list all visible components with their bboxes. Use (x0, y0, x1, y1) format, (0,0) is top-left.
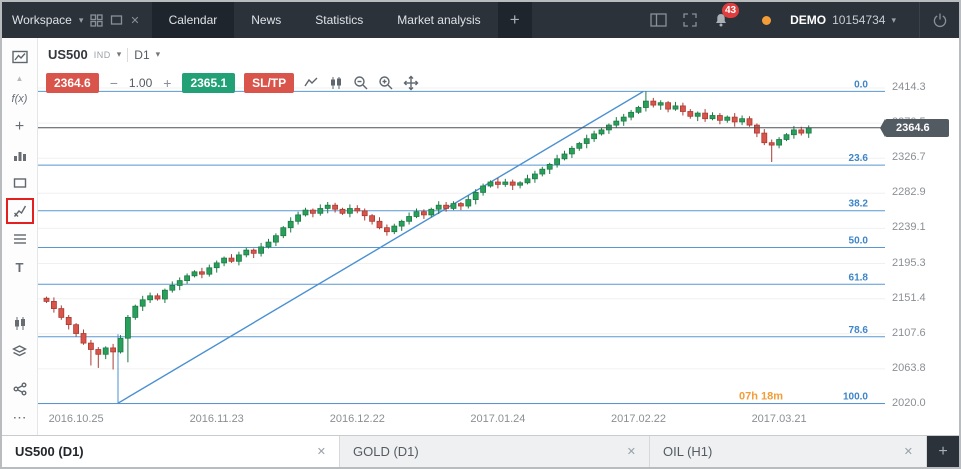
topbar-right: 43 DEMO 10154734 ▾ (650, 2, 959, 38)
notification-count-badge: 43 (721, 3, 740, 18)
top-tabs: Calendar News Statistics Market analysis… (151, 2, 532, 38)
svg-text:2017.03.21: 2017.03.21 (752, 413, 807, 425)
trade-toolbar: 2364.6 − 1.00 + 2365.1 SL/TP (46, 73, 419, 93)
svg-text:61.8: 61.8 (849, 272, 869, 283)
price-axis-label: 2107.6 (892, 326, 926, 339)
svg-text:50.0: 50.0 (849, 236, 869, 247)
tab-news[interactable]: News (251, 13, 282, 27)
fullscreen-icon[interactable] (682, 12, 698, 28)
sltp-button[interactable]: SL/TP (244, 73, 295, 93)
svg-text:23.6: 23.6 (849, 153, 869, 164)
workspace-grid-icon[interactable] (90, 13, 103, 27)
top-bar: Workspace ▾ ✕ Calendar News Statistics M… (2, 2, 959, 38)
timeframe-label[interactable]: D1 (134, 47, 150, 62)
price-axis-label: 2063.8 (892, 361, 926, 374)
symbol-dropdown-icon[interactable]: ▾ (116, 49, 122, 59)
chart-window-tool-icon[interactable] (6, 44, 34, 70)
price-axis-label: 2414.3 (892, 81, 926, 93)
tab-statistics[interactable]: Statistics (315, 13, 364, 27)
svg-text:2016.11.23: 2016.11.23 (190, 413, 244, 425)
price-chart[interactable]: 0.0 23.6 38.2 50.0 61.8 78.6 100.0 07h 18m 2016.… (38, 38, 885, 435)
symbol-label: US500 (48, 47, 88, 62)
chevron-down-icon: ▾ (891, 14, 896, 25)
price-axis-label: 2020.0 (892, 397, 926, 409)
shapes-tool-icon[interactable] (6, 170, 34, 196)
price-axis-label: 2326.7 (892, 151, 926, 164)
svg-text:2017.01.24: 2017.01.24 (470, 413, 525, 425)
zoom-out-icon[interactable] (353, 75, 369, 91)
current-price-tag: 2364.6 (880, 118, 949, 137)
add-chart-button[interactable]: + (927, 436, 959, 467)
trendline-tool-icon[interactable] (5, 198, 34, 224)
sell-price-button[interactable]: 2364.6 (46, 73, 99, 93)
workspace-menu[interactable]: Workspace ▾ ✕ (2, 2, 152, 38)
more-options-icon[interactable]: ⋯ (12, 408, 27, 425)
candlestick-chart-canvas[interactable]: 0.0 23.6 38.2 50.0 61.8 78.6 100.0 07h 18m 2016.… (38, 38, 885, 435)
close-tab-icon[interactable]: ✕ (316, 446, 326, 458)
notifications-bell-icon[interactable]: 43 (713, 3, 740, 28)
add-tab-button[interactable]: + (497, 2, 532, 38)
account-number: 10154734 (832, 13, 886, 27)
close-tab-icon[interactable]: ✕ (626, 446, 636, 458)
candlestick-mode-icon[interactable] (328, 75, 344, 91)
price-axis-label: 2195.3 (892, 256, 926, 269)
svg-text:78.6: 78.6 (849, 325, 869, 336)
fibonacci-tool-icon[interactable] (6, 226, 34, 252)
svg-text:2017.02.22: 2017.02.22 (611, 413, 666, 425)
svg-text:07h 18m: 07h 18m (739, 391, 783, 403)
timeframe-dropdown-icon[interactable]: ▾ (155, 49, 161, 59)
scroll-up-icon[interactable]: ▲ (15, 73, 24, 83)
chart-tab-oil[interactable]: OIL (H1) ✕ (650, 436, 927, 467)
indicators-tool-icon[interactable] (6, 142, 34, 168)
text-tool-icon[interactable]: T (15, 259, 24, 275)
svg-text:38.2: 38.2 (849, 199, 869, 210)
instrument-tab-bar: US500 (D1) ✕ GOLD (D1) ✕ OIL (H1) ✕ + (2, 435, 959, 467)
volume-value[interactable]: 1.00 (128, 76, 153, 90)
workspace-label: Workspace (12, 13, 72, 27)
workspace-window-icon[interactable] (110, 14, 123, 26)
line-chart-mode-icon[interactable] (303, 75, 319, 91)
zoom-in-icon[interactable] (378, 75, 394, 91)
chevron-down-icon: ▾ (78, 14, 84, 25)
chart-tab-us500[interactable]: US500 (D1) ✕ (2, 436, 340, 467)
workspace-close-icon[interactable]: ✕ (130, 14, 140, 27)
close-tab-icon[interactable]: ✕ (903, 446, 913, 458)
chart-tab-gold[interactable]: GOLD (D1) ✕ (340, 436, 650, 467)
tab-market-analysis[interactable]: Market analysis (397, 13, 481, 27)
layers-icon[interactable] (6, 338, 34, 364)
main-area: ▲ f(x) + T (2, 38, 959, 435)
price-axis[interactable]: 2414.32370.52326.72282.92239.12195.32151… (880, 38, 959, 435)
pan-move-icon[interactable] (403, 75, 419, 91)
account-selector[interactable]: DEMO 10154734 ▾ (786, 13, 900, 27)
tab-calendar[interactable]: Calendar (151, 2, 235, 38)
price-axis-label: 2151.4 (892, 291, 926, 304)
svg-text:100.0: 100.0 (843, 392, 868, 403)
buy-price-button[interactable]: 2365.1 (182, 73, 236, 93)
chart-header: US500 IND ▾ D1 ▾ (48, 47, 160, 62)
share-icon[interactable] (6, 376, 34, 402)
svg-text:2016.12.22: 2016.12.22 (330, 413, 385, 425)
drawing-tools-sidebar: ▲ f(x) + T (2, 38, 38, 435)
svg-text:2016.10.25: 2016.10.25 (49, 413, 104, 425)
volume-plus-button[interactable]: + (163, 75, 172, 91)
instrument-type-label: IND (93, 49, 111, 60)
logout-power-button[interactable] (919, 2, 959, 38)
layout-icon[interactable] (650, 13, 667, 27)
price-axis-label: 2239.1 (892, 221, 926, 234)
add-indicator-tool-icon[interactable]: + (14, 118, 25, 135)
divider (127, 47, 129, 62)
chart-type-candles-icon[interactable] (6, 310, 34, 336)
connection-status-dot (762, 15, 772, 25)
price-axis-label: 2282.9 (892, 186, 926, 199)
function-tool-icon[interactable]: f(x) (11, 93, 28, 105)
svg-text:0.0: 0.0 (854, 79, 868, 90)
account-mode: DEMO (790, 13, 827, 27)
volume-minus-button[interactable]: − (109, 75, 118, 91)
